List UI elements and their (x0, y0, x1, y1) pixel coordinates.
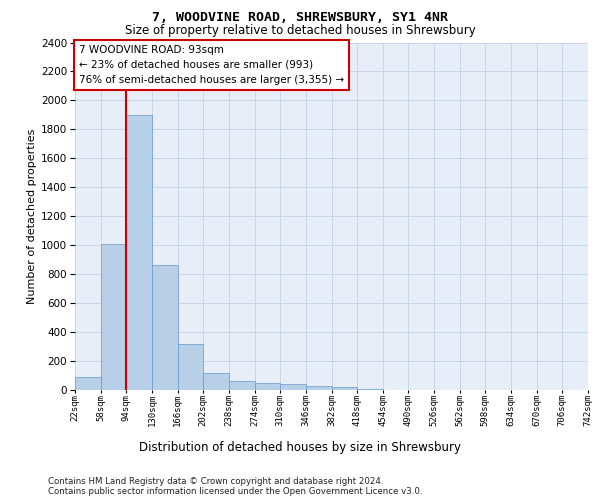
Text: Distribution of detached houses by size in Shrewsbury: Distribution of detached houses by size … (139, 441, 461, 454)
Bar (101, 244, 127, 390)
Text: 7, WOODVINE ROAD, SHREWSBURY, SY1 4NR: 7, WOODVINE ROAD, SHREWSBURY, SY1 4NR (152, 11, 448, 24)
Text: 7 WOODVINE ROAD: 93sqm
← 23% of detached houses are smaller (993)
76% of semi-de: 7 WOODVINE ROAD: 93sqm ← 23% of detached… (79, 45, 344, 84)
Bar (127, 115, 152, 390)
Bar (75, 377, 101, 390)
Bar (178, 344, 203, 390)
Bar (331, 387, 357, 390)
Bar (152, 266, 178, 390)
Y-axis label: Number of detached properties: Number of detached properties (27, 128, 37, 304)
Bar (280, 384, 306, 390)
Bar (306, 386, 331, 390)
Text: Contains public sector information licensed under the Open Government Licence v3: Contains public sector information licen… (48, 487, 422, 496)
Bar (254, 383, 280, 390)
Bar (229, 382, 254, 390)
Bar (203, 374, 229, 390)
Text: Size of property relative to detached houses in Shrewsbury: Size of property relative to detached ho… (125, 24, 475, 37)
Text: Contains HM Land Registry data © Crown copyright and database right 2024.: Contains HM Land Registry data © Crown c… (48, 477, 383, 486)
